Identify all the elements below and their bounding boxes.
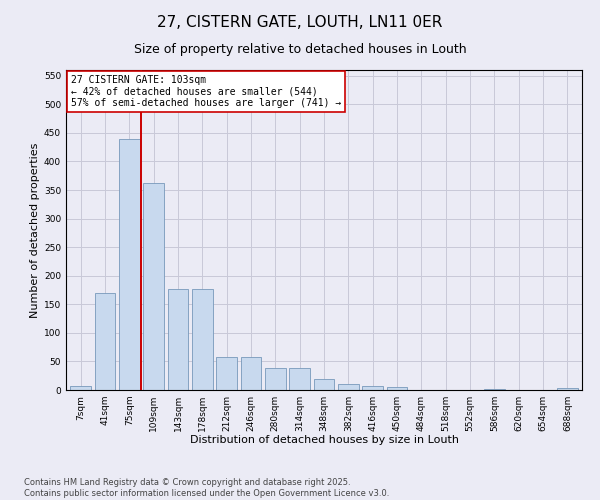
Bar bbox=[70, 386, 91, 390]
Text: Size of property relative to detached houses in Louth: Size of property relative to detached ho… bbox=[134, 42, 466, 56]
X-axis label: Distribution of detached houses by size in Louth: Distribution of detached houses by size … bbox=[190, 436, 458, 446]
Bar bbox=[143, 182, 164, 390]
Bar bbox=[265, 368, 286, 390]
Bar bbox=[362, 386, 383, 390]
Bar bbox=[216, 358, 237, 390]
Bar bbox=[241, 358, 262, 390]
Bar bbox=[167, 290, 188, 390]
Bar bbox=[119, 138, 140, 390]
Bar bbox=[557, 388, 578, 390]
Text: 27, CISTERN GATE, LOUTH, LN11 0ER: 27, CISTERN GATE, LOUTH, LN11 0ER bbox=[157, 15, 443, 30]
Text: Contains HM Land Registry data © Crown copyright and database right 2025.
Contai: Contains HM Land Registry data © Crown c… bbox=[24, 478, 389, 498]
Y-axis label: Number of detached properties: Number of detached properties bbox=[30, 142, 40, 318]
Bar bbox=[95, 293, 115, 390]
Bar bbox=[484, 389, 505, 390]
Bar bbox=[386, 387, 407, 390]
Bar bbox=[192, 290, 212, 390]
Bar bbox=[289, 368, 310, 390]
Text: 27 CISTERN GATE: 103sqm
← 42% of detached houses are smaller (544)
57% of semi-d: 27 CISTERN GATE: 103sqm ← 42% of detache… bbox=[71, 75, 341, 108]
Bar bbox=[338, 384, 359, 390]
Bar bbox=[314, 378, 334, 390]
